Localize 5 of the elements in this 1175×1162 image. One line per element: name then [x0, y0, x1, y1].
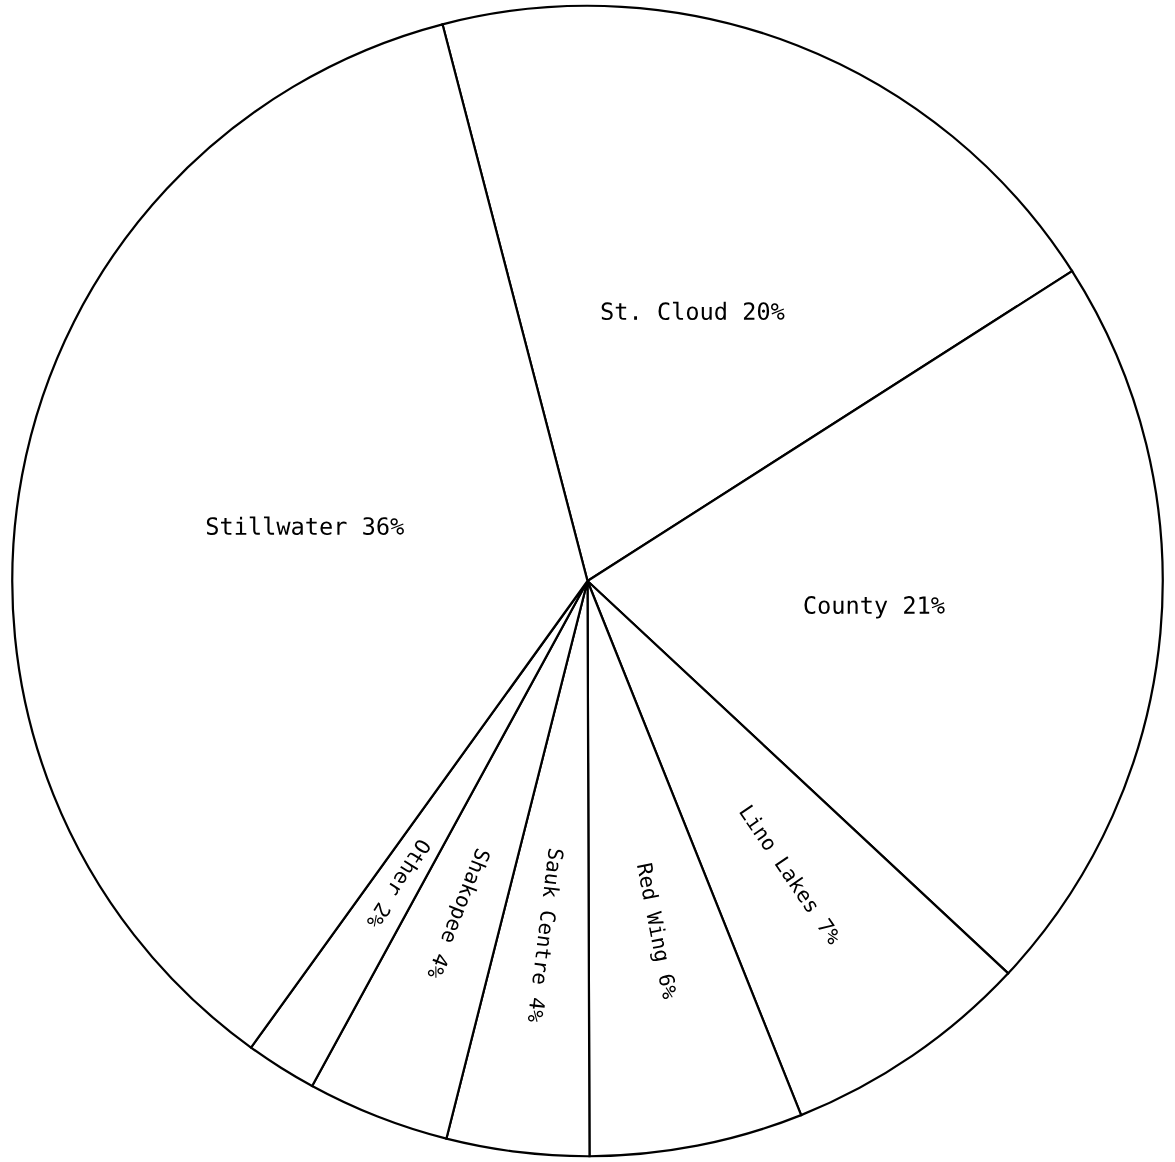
- slice-label: County 21%: [804, 596, 945, 619]
- slice-label: Stillwater 36%: [206, 516, 404, 535]
- slice-label: St. Cloud 20%: [601, 301, 785, 321]
- slice-label: Sauk Centre 4%: [527, 848, 565, 1024]
- slice-label: Red Wing 6%: [632, 862, 679, 1001]
